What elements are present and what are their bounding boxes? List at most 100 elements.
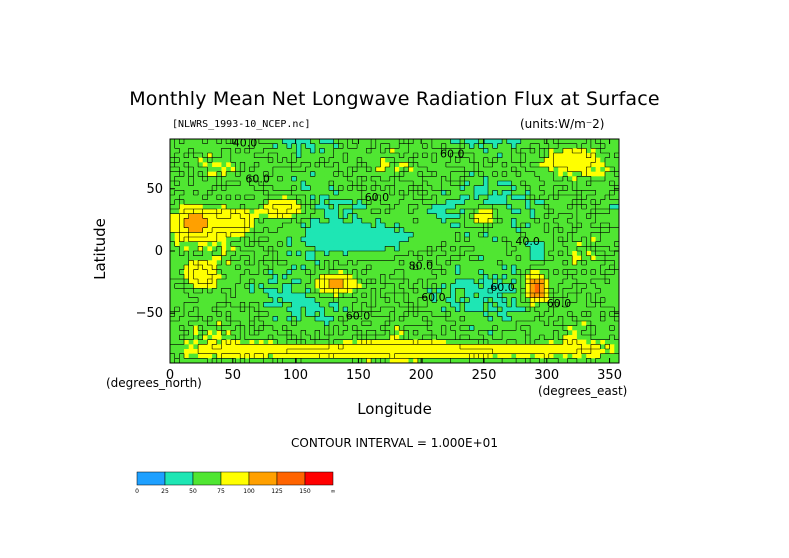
heatmap-cell bbox=[263, 157, 269, 163]
heatmap-cell bbox=[506, 265, 513, 271]
heatmap-cell bbox=[343, 283, 349, 289]
heatmap-cell bbox=[300, 302, 307, 308]
heatmap-cell bbox=[375, 176, 382, 182]
heatmap-cell bbox=[352, 232, 358, 238]
heatmap-cell bbox=[530, 293, 536, 299]
heatmap-cell bbox=[174, 227, 180, 233]
heatmap-cell bbox=[282, 358, 288, 363]
heatmap-cell bbox=[268, 227, 274, 233]
heatmap-cell bbox=[329, 325, 335, 331]
heatmap-cell bbox=[539, 288, 545, 294]
heatmap-cell bbox=[258, 255, 265, 261]
heatmap-cell bbox=[389, 307, 396, 313]
heatmap-cell bbox=[357, 321, 363, 327]
heatmap-cell bbox=[230, 255, 237, 261]
heatmap-cell bbox=[329, 251, 335, 257]
heatmap-cell bbox=[366, 204, 372, 210]
heatmap-cell bbox=[296, 251, 302, 257]
heatmap-cell bbox=[548, 167, 555, 173]
heatmap-cell bbox=[394, 302, 400, 308]
heatmap-cell bbox=[520, 269, 527, 275]
heatmap-cell bbox=[244, 232, 251, 238]
heatmap-cell bbox=[544, 325, 550, 331]
heatmap-cell bbox=[614, 349, 619, 355]
heatmap-cell bbox=[343, 293, 349, 299]
heatmap-cell bbox=[314, 316, 321, 322]
heatmap-cell bbox=[380, 167, 386, 173]
heatmap-cell bbox=[170, 311, 176, 317]
heatmap-cell bbox=[226, 269, 232, 275]
heatmap-cell bbox=[431, 162, 438, 168]
heatmap-cell bbox=[385, 143, 391, 149]
heatmap-cell bbox=[212, 204, 218, 210]
heatmap-cell bbox=[389, 157, 396, 163]
heatmap-cell bbox=[272, 353, 279, 359]
heatmap-cell bbox=[324, 167, 330, 173]
heatmap-cell bbox=[375, 195, 382, 201]
heatmap-cell bbox=[422, 279, 428, 285]
heatmap-cell bbox=[581, 181, 587, 187]
heatmap-cell bbox=[581, 344, 587, 350]
heatmap-cell bbox=[441, 232, 447, 238]
heatmap-cell bbox=[235, 274, 241, 280]
heatmap-cell bbox=[497, 307, 503, 313]
heatmap-cell bbox=[249, 307, 255, 313]
heatmap-cell bbox=[380, 269, 386, 275]
heatmap-cell bbox=[254, 358, 260, 363]
heatmap-cell bbox=[319, 227, 325, 233]
heatmap-cell bbox=[184, 143, 190, 149]
heatmap-cell bbox=[436, 195, 442, 201]
heatmap-cell bbox=[226, 223, 232, 229]
heatmap-cell bbox=[534, 269, 541, 275]
heatmap-cell bbox=[277, 330, 283, 336]
heatmap-cell bbox=[263, 153, 269, 159]
heatmap-cell bbox=[343, 349, 349, 355]
heatmap-cell bbox=[595, 260, 601, 266]
heatmap-cell bbox=[314, 260, 321, 266]
heatmap-cell bbox=[450, 209, 456, 215]
heatmap-cell bbox=[207, 139, 213, 145]
heatmap-cell bbox=[235, 279, 241, 285]
heatmap-cell bbox=[389, 302, 396, 308]
heatmap-cell bbox=[567, 255, 573, 261]
heatmap-cell bbox=[286, 199, 293, 205]
heatmap-cell bbox=[198, 302, 204, 308]
heatmap-cell bbox=[226, 195, 232, 201]
heatmap-cell bbox=[314, 209, 321, 215]
heatmap-cell bbox=[459, 344, 466, 350]
heatmap-cell bbox=[506, 316, 513, 322]
heatmap-cell bbox=[291, 199, 297, 205]
heatmap-cell bbox=[604, 251, 611, 257]
heatmap-cell bbox=[431, 227, 438, 233]
heatmap-cell bbox=[179, 293, 185, 299]
heatmap-cell bbox=[581, 176, 587, 182]
heatmap-cell bbox=[329, 288, 335, 294]
heatmap-cell bbox=[492, 227, 498, 233]
heatmap-cell bbox=[576, 353, 583, 359]
heatmap-cell bbox=[436, 176, 442, 182]
heatmap-cell bbox=[492, 297, 498, 303]
heatmap-cell bbox=[380, 358, 386, 363]
heatmap-cell bbox=[590, 358, 597, 363]
heatmap-cell bbox=[272, 209, 279, 215]
heatmap-cell bbox=[590, 330, 597, 336]
heatmap-cell bbox=[174, 148, 180, 154]
heatmap-cell bbox=[319, 325, 325, 331]
heatmap-cell bbox=[324, 325, 330, 331]
heatmap-cell bbox=[488, 218, 494, 224]
heatmap-cell bbox=[595, 209, 601, 215]
heatmap-cell bbox=[562, 176, 569, 182]
heatmap-cell bbox=[394, 316, 400, 322]
heatmap-cell bbox=[399, 223, 405, 229]
heatmap-cell bbox=[240, 353, 246, 359]
heatmap-cell bbox=[352, 293, 358, 299]
heatmap-cell bbox=[366, 335, 372, 341]
heatmap-cell bbox=[277, 260, 283, 266]
heatmap-cell bbox=[590, 302, 597, 308]
heatmap-cell bbox=[198, 283, 204, 289]
heatmap-cell bbox=[511, 325, 517, 331]
heatmap-cell bbox=[422, 195, 428, 201]
heatmap-cell bbox=[221, 167, 227, 173]
heatmap-cell bbox=[258, 288, 265, 294]
heatmap-cell bbox=[492, 288, 498, 294]
